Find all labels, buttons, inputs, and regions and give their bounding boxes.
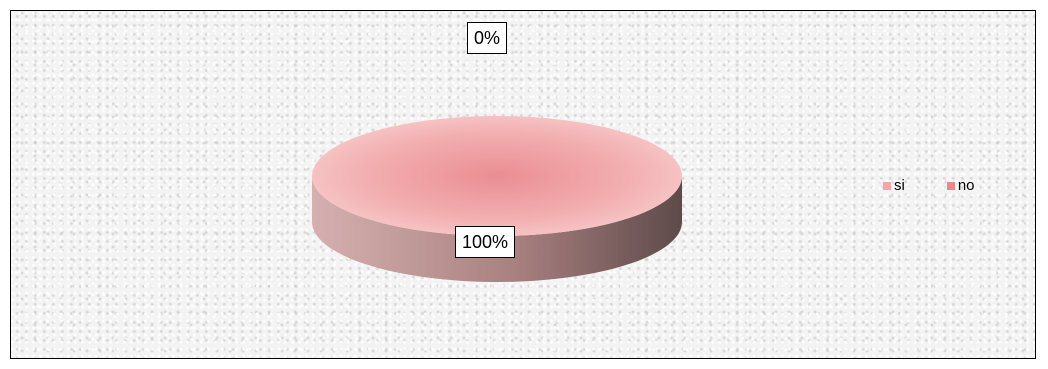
- legend-label-si: si: [894, 177, 905, 194]
- legend-swatch-no: [946, 181, 955, 190]
- legend-swatch-si: [883, 181, 891, 190]
- data-label-si: 100%: [455, 226, 516, 258]
- pie-slice-si: [312, 116, 682, 236]
- pie-slice-side: [312, 176, 682, 282]
- legend-item-si: si: [883, 177, 905, 194]
- chart-area: 0% 100% si no: [10, 10, 1036, 359]
- legend-item-no: no: [946, 177, 975, 194]
- pie-chart: [312, 116, 682, 282]
- legend: si no: [883, 177, 975, 194]
- legend-label-no: no: [957, 177, 975, 194]
- data-label-no: 0%: [467, 22, 508, 54]
